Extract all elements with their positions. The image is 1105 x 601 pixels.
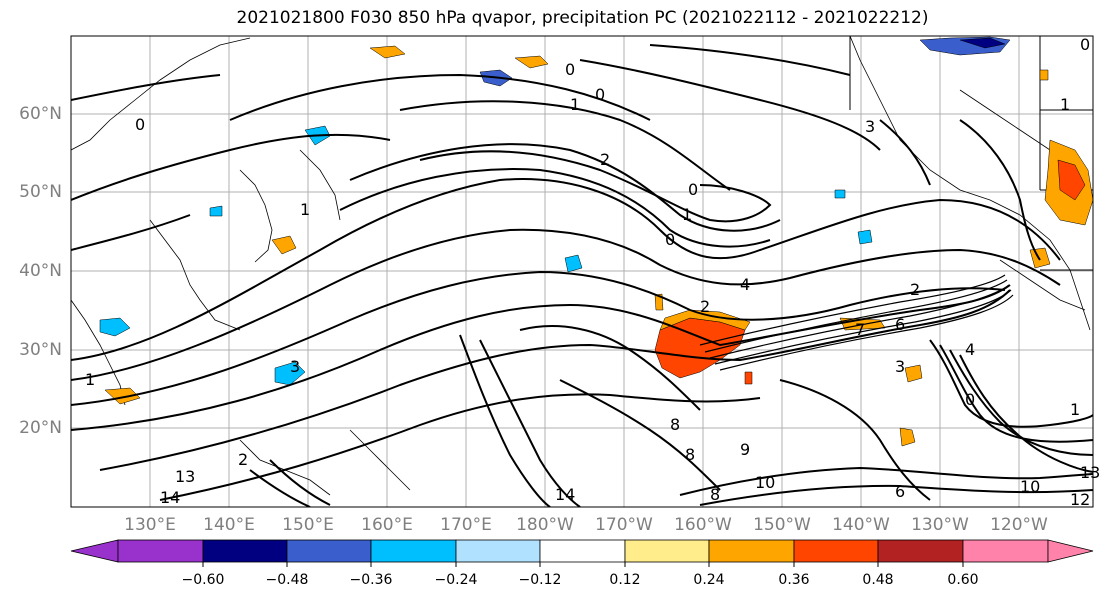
lon-label: 130°E bbox=[124, 515, 176, 535]
colorbar-extend-low bbox=[70, 539, 119, 563]
contour-label: 12 bbox=[1070, 490, 1090, 509]
frontal-contours bbox=[699, 274, 1014, 371]
contour-label: 2 bbox=[238, 450, 248, 469]
contour-label: 14 bbox=[160, 488, 180, 507]
lon-label: 180°W bbox=[516, 515, 574, 535]
lon-label: 150°E bbox=[282, 515, 334, 535]
contour-label: 0 bbox=[1080, 35, 1090, 54]
lon-label: 140°W bbox=[832, 515, 890, 535]
contour-label: 1 bbox=[300, 200, 310, 219]
contour-label: 7 bbox=[855, 320, 865, 339]
lon-label: 170°W bbox=[595, 515, 653, 535]
colorbar-tick-label: 0.60 bbox=[947, 572, 979, 588]
lon-label: 160°E bbox=[361, 515, 413, 535]
contour-label: 0 bbox=[665, 230, 675, 249]
precip-shading bbox=[99, 36, 1093, 447]
contour-label: 2 bbox=[600, 150, 610, 169]
colorbar-tick-label: −0.12 bbox=[518, 572, 562, 588]
contour-label: 9 bbox=[740, 440, 750, 459]
contour-label: 2 bbox=[910, 280, 920, 299]
colorbar bbox=[70, 539, 1094, 567]
colorbar-extend-high bbox=[1047, 539, 1094, 563]
colorbar-tick-label: 0.12 bbox=[609, 572, 641, 588]
contour-label-group: 0 0 0 0 0 0 0 1 1 1 1 1 2 2 2 2 1 3 3 3 … bbox=[85, 35, 1100, 509]
qvapor-contours bbox=[71, 44, 1093, 507]
contour-label: 1 bbox=[682, 205, 692, 224]
lon-label: 170°E bbox=[440, 515, 492, 535]
contour-label: 0 bbox=[135, 115, 145, 134]
contour-label: 8 bbox=[670, 415, 680, 434]
gridlines bbox=[71, 36, 1093, 507]
colorbar-tick-label: −0.36 bbox=[349, 572, 393, 588]
contour-label: 10 bbox=[1020, 477, 1040, 496]
contour-label: 0 bbox=[565, 60, 575, 79]
contour-label: 8 bbox=[685, 445, 695, 464]
contour-label: 1 bbox=[1060, 95, 1070, 114]
contour-label: 3 bbox=[290, 357, 300, 376]
contour-label: 0 bbox=[688, 180, 698, 199]
lon-label: 120°W bbox=[990, 515, 1048, 535]
colorbar-tick-label: 0.48 bbox=[862, 572, 894, 588]
map-frame bbox=[70, 35, 1094, 508]
lat-label: 50°N bbox=[19, 182, 62, 202]
contour-label: 6 bbox=[895, 482, 905, 501]
contour-label: 2 bbox=[700, 297, 710, 316]
contour-label: 6 bbox=[895, 315, 905, 334]
colorbar-tick-label: 0.24 bbox=[693, 572, 725, 588]
contour-label: 1 bbox=[85, 370, 95, 389]
lon-label: 140°E bbox=[203, 515, 255, 535]
contour-label: 3 bbox=[865, 117, 875, 136]
lon-label: 160°W bbox=[674, 515, 732, 535]
colorbar-tick-label: −0.60 bbox=[181, 572, 225, 588]
contour-label: 13 bbox=[175, 467, 195, 486]
lat-label: 40°N bbox=[19, 261, 62, 281]
colorbar-tick-label: −0.48 bbox=[265, 572, 309, 588]
contour-label: 13 bbox=[1080, 463, 1100, 482]
contour-label: 3 bbox=[895, 357, 905, 376]
lat-label: 20°N bbox=[19, 418, 62, 438]
contour-label: 10 bbox=[755, 473, 775, 492]
contour-label: 1 bbox=[570, 95, 580, 114]
lat-label: 30°N bbox=[19, 340, 62, 360]
contour-label: 14 bbox=[555, 485, 575, 504]
contour-label: 8 bbox=[710, 485, 720, 504]
contour-label: 0 bbox=[965, 390, 975, 409]
colorbar-tick-label: −0.24 bbox=[434, 572, 478, 588]
contour-label: 4 bbox=[740, 275, 750, 294]
map-title: 2021021800 F030 850 hPa qvapor, precipit… bbox=[236, 8, 929, 28]
contour-label: 1 bbox=[1070, 400, 1080, 419]
contour-label: 0 bbox=[595, 85, 605, 104]
contour-label: 4 bbox=[965, 340, 975, 359]
colorbar-tick-label: 0.36 bbox=[778, 572, 810, 588]
lon-label: 130°W bbox=[911, 515, 969, 535]
map-content bbox=[71, 36, 1093, 507]
lat-label: 60°N bbox=[19, 104, 62, 124]
lon-label: 150°W bbox=[753, 515, 811, 535]
